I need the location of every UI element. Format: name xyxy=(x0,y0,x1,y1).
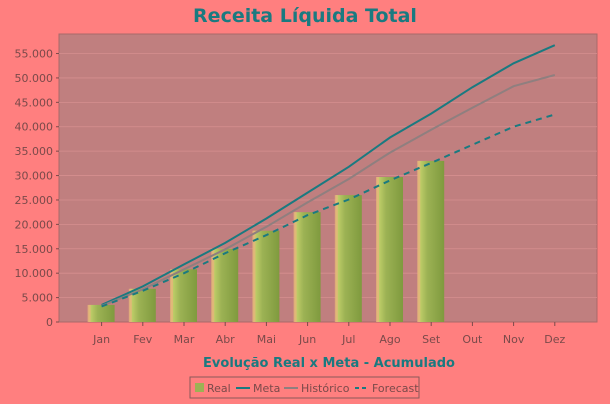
legend-swatch-real xyxy=(195,383,204,392)
x-tick-label: Nov xyxy=(503,333,525,346)
bar-real-edge xyxy=(170,269,173,322)
x-tick-label: Ago xyxy=(379,333,401,346)
y-tick-label: 20.000 xyxy=(15,218,54,231)
axes: 0 5.000 10.000 15.000 20.000 25.000 30.000 35.0… xyxy=(15,48,566,346)
legend: Real Meta Histórico Forecast xyxy=(189,376,420,399)
bar-real-edge xyxy=(417,160,421,322)
x-tick-label: Mar xyxy=(174,333,195,346)
y-tick-label: 5.000 xyxy=(22,292,54,305)
y-tick-label: 55.000 xyxy=(15,48,54,61)
x-tick-label: Jun xyxy=(298,333,316,346)
bar-real xyxy=(171,269,197,322)
bar-real-edge xyxy=(376,177,379,322)
bar-real-edge xyxy=(252,230,256,322)
bar-real-edge xyxy=(128,288,132,322)
y-tick-label: 0 xyxy=(46,316,53,329)
plot-area xyxy=(58,33,598,323)
x-tick-label: Jul xyxy=(341,333,355,346)
y-tick-label: 10.000 xyxy=(15,267,54,280)
y-tick-label: 25.000 xyxy=(15,194,54,207)
bar-real xyxy=(88,304,115,322)
line-series-historico xyxy=(101,74,556,307)
bar-real xyxy=(418,160,445,322)
bar-real xyxy=(212,248,239,322)
legend-label-forecast: Forecast xyxy=(372,382,419,395)
x-tick-label: Set xyxy=(422,333,441,346)
gridlines xyxy=(59,53,597,298)
chart-title: Receita Líquida Total xyxy=(193,5,417,27)
line-series-meta xyxy=(101,44,556,306)
line-series-layer xyxy=(101,44,556,308)
x-tick-label: Jan xyxy=(92,333,110,346)
x-tick-label: Mai xyxy=(257,333,276,346)
legend-box xyxy=(189,376,420,399)
bar-real xyxy=(377,177,403,322)
legend-label-historico: Histórico xyxy=(301,382,350,395)
line-series-forecast xyxy=(101,113,556,308)
legend-label-real: Real xyxy=(207,382,231,395)
bar-real xyxy=(294,212,321,322)
bar-real-edge xyxy=(334,195,338,322)
x-tick-label: Abr xyxy=(216,333,236,346)
y-tick-label: 15.000 xyxy=(15,243,54,256)
x-axis-label: Evolução Real x Meta - Acumulado xyxy=(203,356,455,371)
y-tick-label: 40.000 xyxy=(15,121,54,134)
bar-real xyxy=(335,195,362,322)
y-tick-label: 50.000 xyxy=(15,72,54,85)
bar-real xyxy=(253,230,280,322)
y-tick-label: 35.000 xyxy=(15,145,54,158)
bar-real-edge xyxy=(87,304,91,322)
x-tick-label: Dez xyxy=(544,333,565,346)
bar-real-edge xyxy=(293,212,297,322)
legend-label-meta: Meta xyxy=(253,382,280,395)
y-tick-label: 30.000 xyxy=(15,170,54,183)
bar-real-edge xyxy=(211,248,215,322)
bar-series-real xyxy=(87,160,445,322)
x-tick-label: Out xyxy=(462,333,483,346)
x-tick-label: Fev xyxy=(133,333,152,346)
y-tick-label: 45.000 xyxy=(15,96,54,109)
plot-background xyxy=(58,33,598,323)
